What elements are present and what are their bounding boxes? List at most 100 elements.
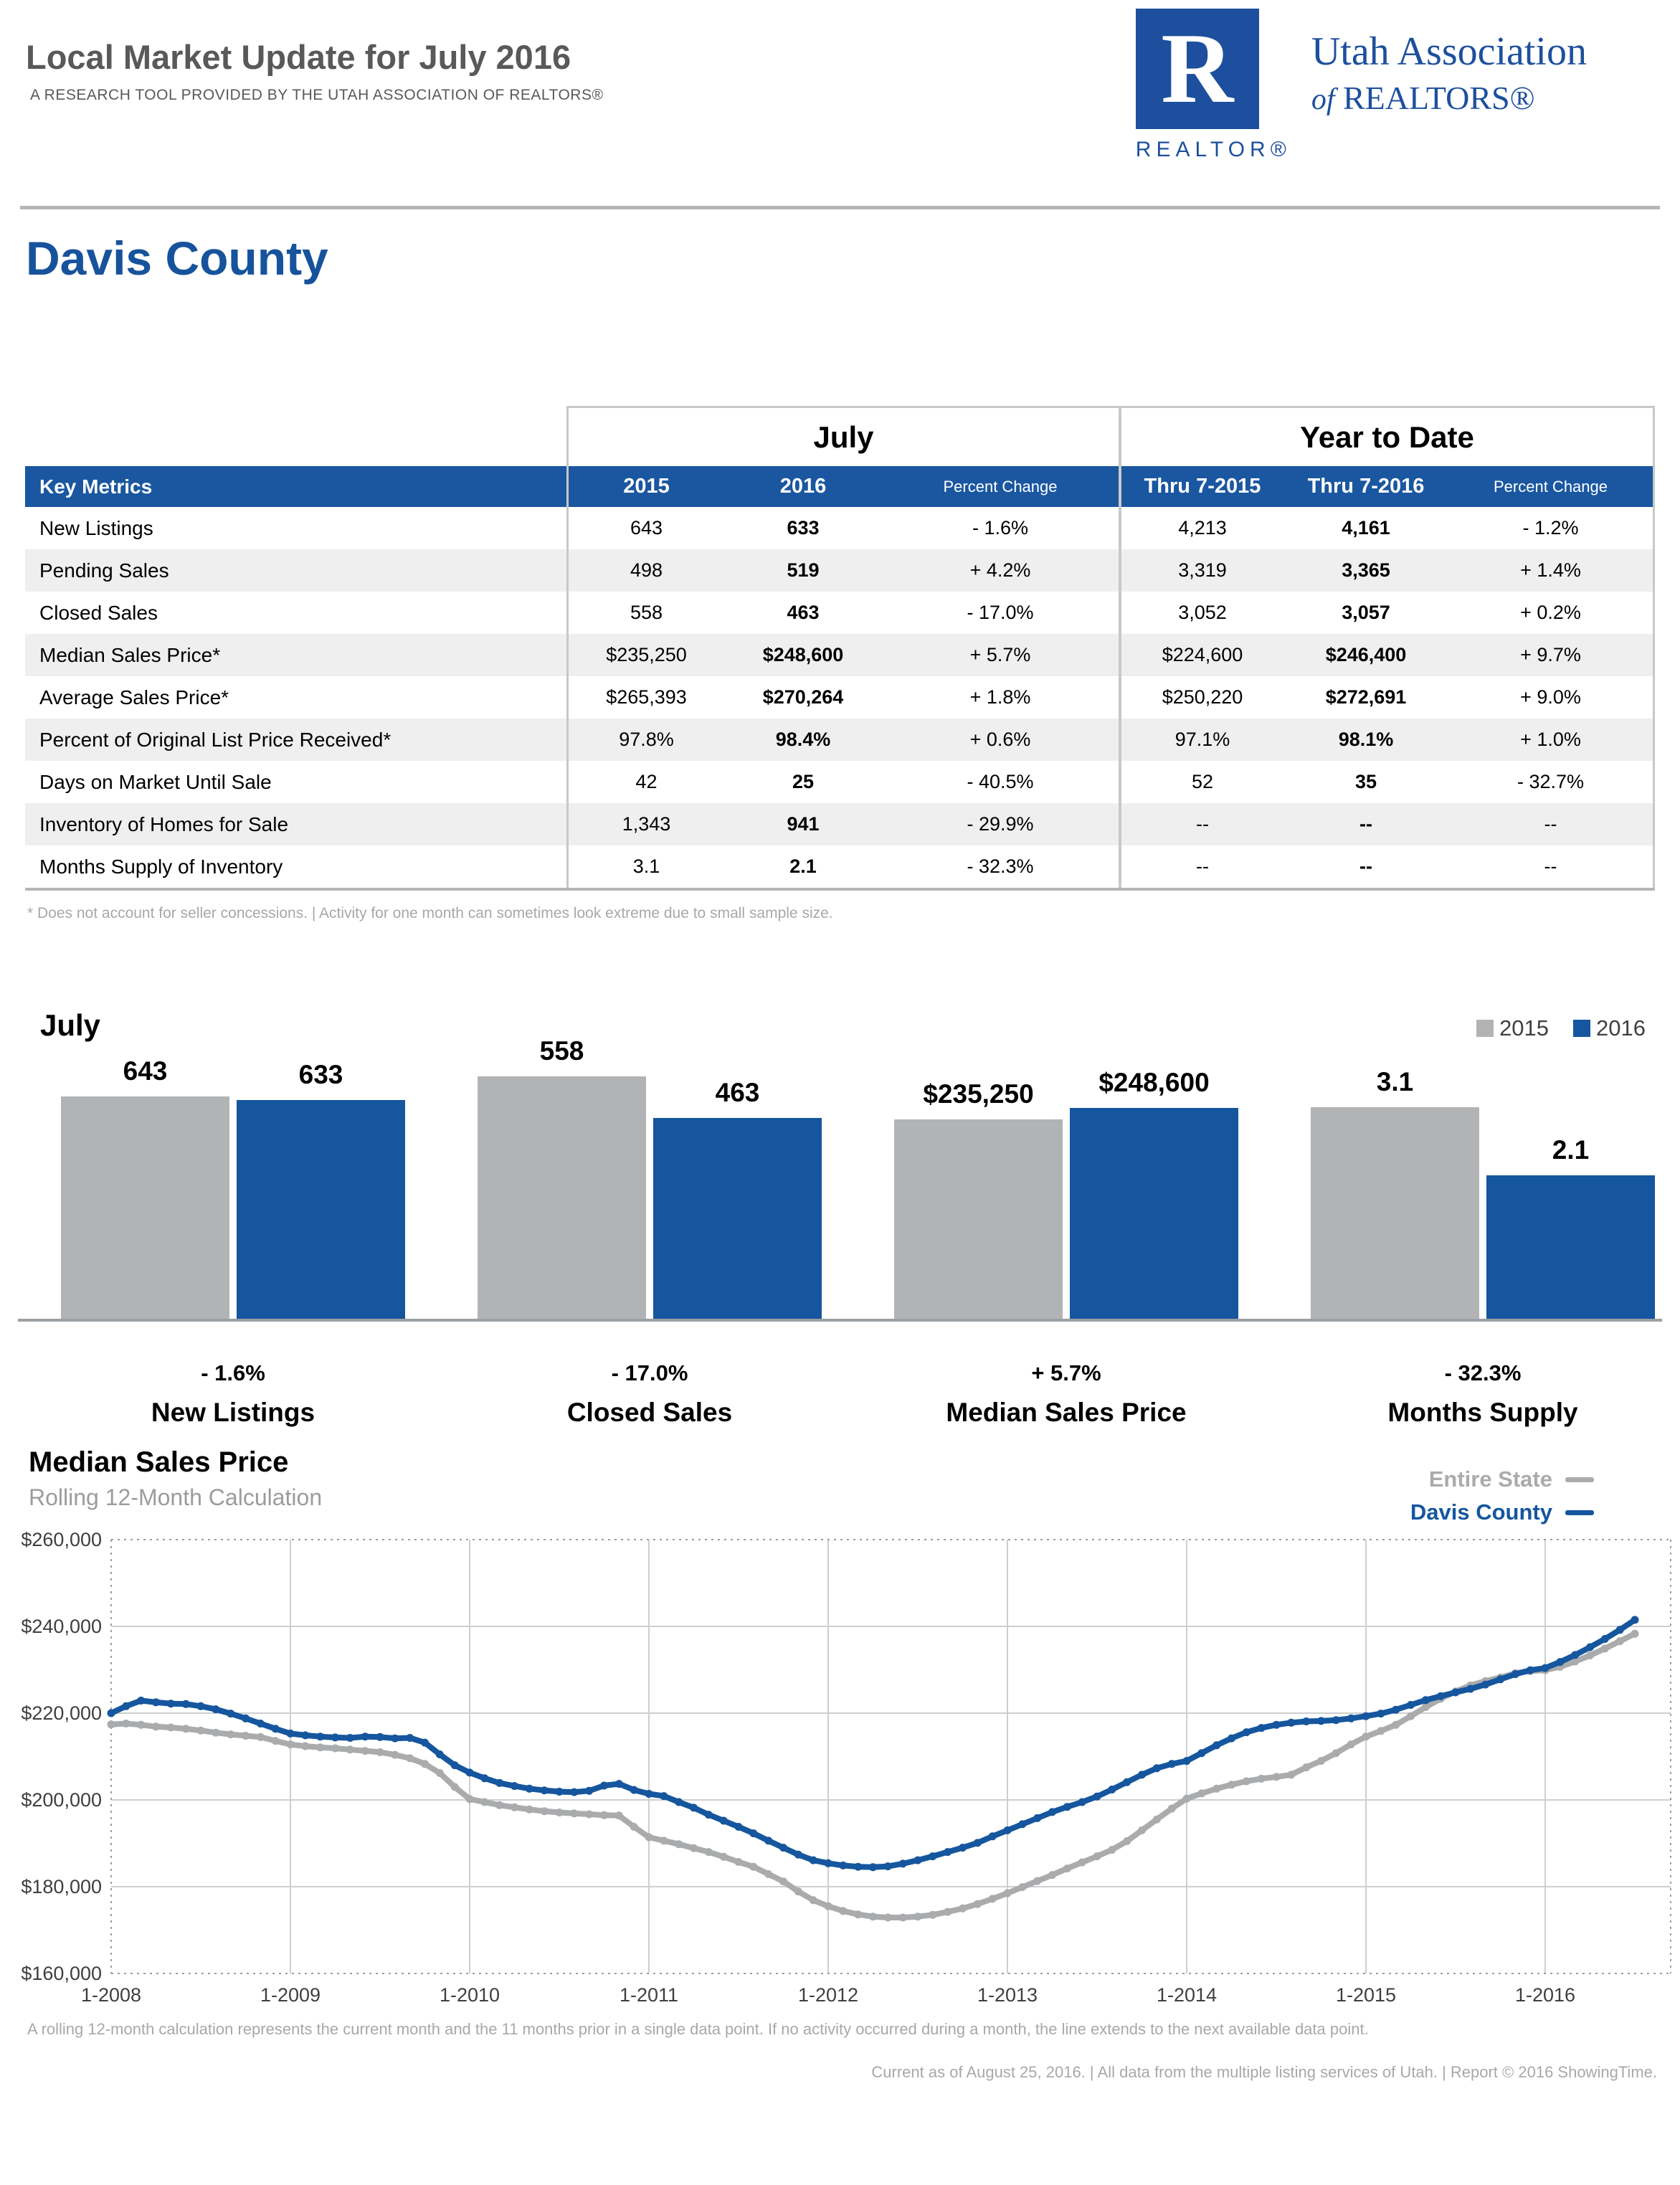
data-point (1407, 1701, 1415, 1709)
data-point (1123, 1778, 1131, 1786)
bar-2015: 558 (478, 1036, 646, 1319)
legend-line-icon-davis-county (1565, 1509, 1594, 1515)
x-axis-label: 1-2011 (619, 1984, 679, 2006)
org-name-line2: of REALTORS® (1311, 79, 1587, 117)
legend-item-2016: 2016 (1573, 1015, 1646, 1041)
table-cell-metric: Percent of Original List Price Received* (39, 728, 391, 751)
data-point (242, 1732, 250, 1740)
data-point (809, 1896, 817, 1905)
data-point (1093, 1852, 1101, 1861)
data-point (1436, 1692, 1445, 1700)
table-cell-ytd-pct: + 1.4% (1448, 549, 1655, 592)
data-point (406, 1754, 414, 1763)
table-cell-july-2016: 633 (787, 517, 820, 539)
data-point (704, 1848, 713, 1857)
table-cell-july-2015: 498 (566, 549, 724, 592)
table-row: Closed Sales 558 463 - 17.0% 3,052 3,057 + 0.2… (25, 592, 1655, 634)
table-cell-ytd-pct: -- (1448, 845, 1655, 888)
x-axis-label: 1-2008 (80, 1984, 142, 2006)
data-point (988, 1895, 997, 1903)
group-header-july: July (566, 406, 1119, 466)
data-point (1466, 1684, 1475, 1693)
data-point (1048, 1808, 1056, 1816)
data-point (898, 1913, 907, 1922)
table-cell-july-2016: $248,600 (762, 644, 844, 665)
bar-pair: $235,250 $248,600 (891, 1068, 1242, 1319)
data-point (749, 1862, 758, 1871)
y-axis-label: $260,000 (21, 1529, 102, 1550)
data-point (839, 1861, 848, 1869)
data-point (450, 1783, 459, 1791)
data-point (1302, 1717, 1311, 1725)
data-point (600, 1781, 608, 1790)
data-point (1526, 1666, 1534, 1674)
bar-chart-legend: 2015 2016 (1476, 1015, 1646, 1041)
data-point (1511, 1670, 1519, 1679)
data-point (271, 1725, 280, 1733)
data-point (196, 1726, 205, 1735)
data-point (480, 1774, 489, 1783)
data-point (929, 1852, 937, 1861)
table-cell-ytd-2015: -- (1119, 803, 1283, 845)
data-point (1182, 1757, 1191, 1765)
data-point (660, 1836, 668, 1845)
table-cell-metric: Median Sales Price* (39, 643, 221, 666)
col-header-2015: 2015 (566, 466, 724, 507)
data-point (271, 1737, 280, 1745)
data-point (1392, 1705, 1400, 1714)
table-cell-july-pct: - 17.0% (967, 602, 1034, 623)
org-of: of (1311, 83, 1335, 116)
bar-chart-baseline (18, 1319, 1662, 1322)
legend-label-2016: 2016 (1596, 1015, 1646, 1041)
data-point (1332, 1716, 1340, 1725)
table-cell-metric: New Listings (39, 516, 153, 539)
data-point (540, 1807, 549, 1816)
data-point (555, 1809, 564, 1816)
table-cell-ytd-2015: -- (1119, 845, 1283, 888)
data-point (1451, 1688, 1460, 1697)
data-point (959, 1904, 967, 1913)
data-point (1182, 1794, 1191, 1803)
table-cell-july-2016: $270,264 (762, 686, 844, 708)
table-cell-ytd-2015: $224,600 (1119, 634, 1283, 676)
table-row: Inventory of Homes for Sale 1,343 941 - 29.… (25, 803, 1655, 845)
data-point (779, 1877, 787, 1886)
data-point (196, 1702, 205, 1710)
data-point (1362, 1712, 1370, 1720)
legend-item-davis-county: Davis County (1410, 1499, 1594, 1525)
group-header-ytd: Year to Date (1119, 406, 1655, 466)
table-row: Days on Market Until Sale 42 25 - 40.5% 52 35… (25, 761, 1655, 803)
data-point (1615, 1626, 1624, 1634)
table-cell-july-2015: 558 (566, 592, 724, 634)
table-group-header-row: July Year to Date (25, 406, 1655, 466)
table-cell-july-2015: $265,393 (566, 676, 724, 719)
realtor-label: REALTOR® (1135, 138, 1291, 161)
data-point (1586, 1651, 1594, 1659)
table-cell-ytd-pct: + 9.7% (1448, 634, 1655, 676)
data-point (1242, 1777, 1250, 1786)
table-cell-ytd-2016: 3,057 (1342, 602, 1390, 623)
bar-value-label: 633 (298, 1060, 343, 1089)
data-point (1167, 1804, 1176, 1813)
legend-label-entire-state: Entire State (1428, 1466, 1552, 1492)
data-point (212, 1728, 220, 1737)
table-row: Months Supply of Inventory 3.1 2.1 - 32.3% -… (25, 845, 1655, 888)
data-point (973, 1839, 982, 1847)
data-point (1078, 1798, 1086, 1806)
data-point (107, 1709, 115, 1717)
data-point (1362, 1733, 1370, 1741)
bar-group-pct-change: - 32.3% (1444, 1360, 1522, 1385)
metrics-rows: New Listings 643 633 - 1.6% 4,213 4,161 - 1.2%… (25, 507, 1655, 888)
data-point (435, 1769, 444, 1777)
data-point (585, 1786, 594, 1795)
data-point (227, 1710, 235, 1718)
report-footer: Current as of August 25, 2016. | All dat… (871, 2063, 1657, 2081)
data-point (690, 1804, 698, 1812)
data-point (645, 1833, 653, 1842)
table-row: Average Sales Price* $265,393 $270,264 + 1.… (25, 676, 1655, 719)
data-point (1123, 1837, 1131, 1845)
data-point (734, 1858, 743, 1866)
data-point (988, 1832, 997, 1841)
data-point (480, 1798, 489, 1806)
x-axis-label: 1-2014 (1156, 1984, 1218, 2006)
